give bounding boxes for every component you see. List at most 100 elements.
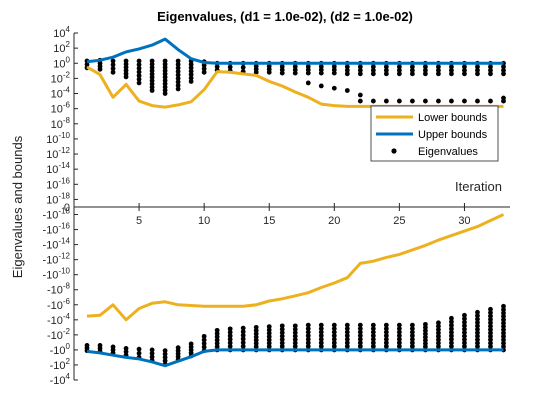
eigenvalue-marker: [423, 98, 428, 104]
eigenvalue-marker: [383, 329, 389, 335]
y-tick-label-base: 10: [46, 194, 58, 206]
y-tick-label-base: 10: [53, 28, 65, 40]
y-tick-label: -100: [50, 342, 71, 357]
eigenvalue-marker: [501, 98, 506, 104]
eigenvalue-marker: [136, 58, 142, 64]
eigenvalue-marker: [409, 336, 415, 342]
y-tick-label: 10-4: [51, 86, 71, 101]
y-tick-label-base: -10: [43, 255, 59, 267]
lower-bound-line-lower: [86, 213, 505, 322]
eigenvalue-marker: [488, 323, 493, 329]
eigenvalue-marker: [188, 68, 194, 74]
legend-label: Eigenvalues: [418, 146, 478, 158]
eigenvalue-marker: [305, 326, 311, 332]
eigenvalue-marker: [449, 98, 454, 104]
eigenvalue-marker: [175, 58, 181, 64]
eigenvalue-marker: [175, 345, 181, 351]
x-tick-label: 15: [263, 215, 275, 227]
eigenvalue-marker: [357, 67, 363, 73]
eigenvalue-marker: [488, 306, 493, 312]
y-tick-label-exponent: -12: [58, 146, 70, 155]
eigenvalue-marker: [488, 327, 493, 333]
eigenvalue-marker: [475, 313, 480, 319]
eigenvalue-marker: [344, 71, 350, 77]
y-tick-label: 10-16: [46, 176, 70, 191]
eigenvalue-marker: [409, 340, 415, 346]
eigenvalue-marker: [488, 313, 493, 319]
eigenvalue-marker: [462, 333, 467, 339]
eigenvalue-marker: [123, 74, 129, 80]
eigenvalue-marker: [462, 323, 467, 329]
eigenvalue-marker: [475, 71, 480, 77]
eigenvalue-marker: [357, 336, 363, 342]
eigenvalue-marker: [449, 71, 454, 77]
x-tick-label: 30: [458, 215, 470, 227]
y-tick-label-base: -10: [50, 360, 66, 372]
eigenvalue-marker: [331, 322, 337, 328]
eigenvalue-marker: [475, 67, 480, 73]
eigenvalue-marker: [162, 355, 168, 360]
eigenvalue-marker: [331, 329, 337, 335]
y-tick-label-exponent: 4: [66, 25, 71, 34]
eigenvalue-marker: [344, 329, 350, 335]
eigenvalue-marker: [305, 333, 311, 339]
eigenvalue-marker: [436, 333, 441, 339]
eigenvalue-marker: [488, 64, 493, 70]
eigenvalue-marker: [318, 322, 324, 328]
y-tick-label: 10-12: [46, 146, 70, 161]
eigenvalue-marker: [436, 98, 441, 104]
eigenvalue-marker: [409, 326, 415, 332]
eigenvalue-marker: [175, 76, 181, 81]
eigenvalue-marker: [149, 351, 155, 356]
eigenvalue-marker: [292, 323, 298, 329]
eigenvalue-marker: [188, 79, 194, 84]
y-tick-label: -10-2: [47, 327, 71, 342]
y-tick-label: -10-6: [47, 297, 71, 312]
eigenvalue-marker: [292, 337, 298, 342]
eigenvalue-marker: [462, 344, 467, 349]
eigenvalue-marker: [475, 98, 480, 104]
eigenvalue-marker: [266, 324, 272, 329]
eigenvalue-marker: [383, 71, 389, 77]
eigenvalue-marker: [462, 98, 467, 104]
eigenvalue-marker: [149, 347, 155, 353]
eigenvalue-marker: [423, 67, 428, 73]
eigenvalue-marker: [462, 316, 467, 322]
eigenvalue-marker: [501, 71, 506, 77]
eigenvalue-marker: [396, 98, 402, 104]
eigenvalue-marker: [475, 320, 480, 325]
y-tick-label-base: 10: [46, 164, 58, 176]
eigenvalue-marker: [396, 340, 402, 346]
eigenvalue-marker: [201, 69, 207, 75]
eigenvalue-marker: [475, 340, 480, 346]
eigenvalue-marker: [240, 340, 246, 346]
y-tick-label: 10-10: [46, 131, 70, 146]
eigenvalue-marker: [462, 330, 467, 336]
eigenvalue-marker: [501, 340, 506, 346]
eigenvalue-marker: [462, 71, 467, 77]
eigenvalue-marker: [501, 313, 506, 319]
eigenvalue-marker: [396, 329, 402, 335]
eigenvalue-marker: [318, 333, 324, 339]
eigenvalue-marker: [383, 98, 389, 104]
eigenvalue-marker: [436, 320, 441, 326]
eigenvalue-marker: [266, 69, 272, 75]
y-tick-label: -10-8: [47, 282, 71, 297]
legend: Lower bounds Upper bounds Eigenvalues: [370, 105, 499, 162]
eigenvalue-marker: [318, 326, 324, 332]
eigenvalue-marker: [136, 69, 142, 75]
eigenvalue-marker: [501, 67, 506, 73]
eigenvalue-marker: [344, 67, 350, 73]
y-tick-label: -10-12: [43, 252, 71, 267]
eigenvalue-marker: [409, 343, 415, 349]
y-tick-label-exponent: -10: [58, 267, 70, 276]
y-tick-label-base: -10: [43, 210, 59, 222]
eigenvalue-marker: [370, 336, 376, 342]
eigenvalue-marker: [383, 67, 389, 73]
eigenvalue-marker: [123, 346, 129, 351]
eigenvalue-marker: [462, 64, 467, 70]
eigenvalue-marker: [409, 98, 415, 104]
eigenvalue-marker: [110, 62, 116, 68]
eigenvalue-marker: [136, 80, 142, 86]
eigenvalue-marker: [488, 344, 493, 349]
